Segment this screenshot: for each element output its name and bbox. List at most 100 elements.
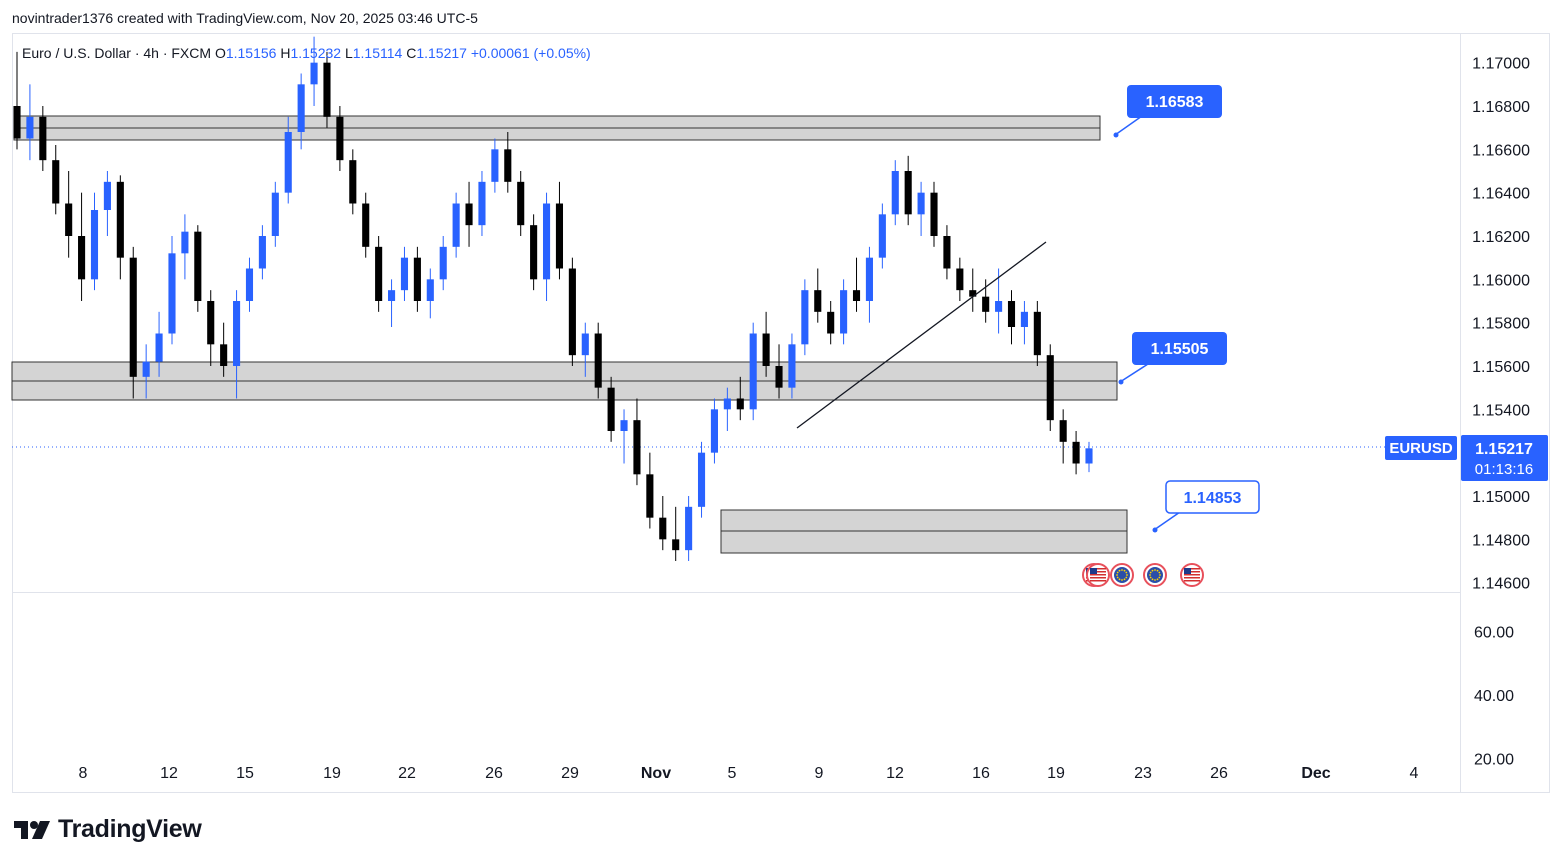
candle[interactable]	[258, 225, 266, 280]
candle[interactable]	[271, 181, 279, 247]
price-axis[interactable]: 1.17000 1.16800 1.16600 1.16400 1.16200 1.160…	[1472, 56, 1530, 593]
candle[interactable]	[26, 84, 34, 161]
candle-body	[1046, 355, 1054, 421]
candle[interactable]	[530, 214, 538, 291]
candle[interactable]	[478, 171, 486, 236]
candle[interactable]	[90, 192, 99, 291]
candle[interactable]	[646, 452, 654, 529]
candle[interactable]	[375, 236, 383, 312]
trendline[interactable]	[796, 241, 1047, 429]
symbol-legend[interactable]: Euro / U.S. Dollar · 4h · FXCM O1.15156 …	[22, 45, 591, 61]
candle[interactable]	[594, 322, 602, 399]
candle[interactable]	[749, 322, 757, 421]
candle[interactable]	[168, 236, 176, 345]
candle[interactable]	[852, 257, 861, 312]
candle[interactable]	[917, 181, 925, 236]
candle[interactable]	[39, 106, 47, 171]
candle[interactable]	[1085, 441, 1093, 473]
candle[interactable]	[297, 73, 305, 150]
callout-2[interactable]: 1.15505	[1118, 332, 1228, 385]
candle[interactable]	[181, 214, 189, 280]
chart-frame	[12, 33, 1550, 793]
us-flag-icon[interactable]	[1086, 563, 1110, 587]
candle[interactable]	[1033, 301, 1041, 366]
candle[interactable]	[620, 409, 628, 464]
candle[interactable]	[52, 145, 60, 215]
candle[interactable]	[207, 290, 215, 366]
candle[interactable]	[245, 257, 254, 312]
candle[interactable]	[1059, 409, 1067, 464]
candle[interactable]	[723, 387, 731, 431]
candle[interactable]	[865, 246, 873, 323]
candle[interactable]	[1007, 290, 1016, 345]
candle[interactable]	[1020, 301, 1028, 345]
candle[interactable]	[220, 322, 228, 377]
candle[interactable]	[504, 132, 512, 193]
candle[interactable]	[452, 192, 460, 258]
candle[interactable]	[840, 279, 848, 345]
candle[interactable]	[762, 311, 770, 377]
candle[interactable]	[65, 171, 73, 258]
candle[interactable]	[78, 192, 86, 301]
candle[interactable]	[491, 138, 499, 193]
candle[interactable]	[336, 106, 344, 171]
callout-3[interactable]: 1.14853	[1152, 480, 1260, 533]
candle[interactable]	[426, 268, 434, 319]
candle[interactable]	[827, 301, 835, 345]
candle[interactable]	[672, 506, 680, 561]
indicator-axis[interactable]: 60.00 40.00 20.00	[1474, 625, 1514, 769]
candle[interactable]	[659, 496, 667, 551]
candle[interactable]	[542, 192, 551, 301]
candle[interactable]	[736, 376, 744, 421]
candle[interactable]	[814, 268, 822, 323]
candle[interactable]	[956, 257, 964, 301]
candle[interactable]	[633, 398, 641, 486]
candle[interactable]	[878, 203, 886, 269]
candle[interactable]	[362, 192, 370, 258]
candle[interactable]	[194, 225, 202, 312]
candle[interactable]	[284, 116, 292, 204]
candle[interactable]	[349, 149, 357, 215]
candle[interactable]	[555, 181, 564, 280]
candle[interactable]	[943, 225, 951, 280]
candle[interactable]	[439, 236, 447, 291]
candle[interactable]	[801, 279, 809, 356]
chart-credit: novintrader1376 created with TradingView…	[12, 10, 478, 26]
candle[interactable]	[775, 344, 783, 399]
candle[interactable]	[103, 171, 111, 236]
candle[interactable]	[129, 246, 137, 399]
candle[interactable]	[891, 160, 899, 226]
candle[interactable]	[568, 257, 576, 366]
candle[interactable]	[697, 441, 706, 518]
candle[interactable]	[323, 51, 331, 128]
candle[interactable]	[310, 36, 318, 106]
candle[interactable]	[788, 333, 796, 399]
candle[interactable]	[995, 268, 1003, 334]
candle[interactable]	[388, 279, 396, 327]
candle[interactable]	[400, 246, 409, 301]
eu-flag-icon[interactable]	[1110, 563, 1134, 587]
eu-flag-icon[interactable]	[1143, 563, 1167, 587]
candle[interactable]	[155, 311, 163, 377]
candle[interactable]	[116, 175, 124, 280]
candle[interactable]	[581, 322, 589, 377]
candle[interactable]	[930, 181, 938, 247]
callout-1[interactable]: 1.16583	[1113, 85, 1223, 138]
candle[interactable]	[142, 344, 150, 399]
candle[interactable]	[1072, 431, 1080, 475]
candle[interactable]	[710, 398, 718, 464]
tradingview-logo[interactable]: TradingView	[14, 815, 202, 844]
candle[interactable]	[413, 246, 421, 312]
candle[interactable]	[685, 496, 693, 561]
candle[interactable]	[904, 155, 912, 226]
candle[interactable]	[13, 51, 21, 150]
candle[interactable]	[465, 181, 473, 247]
time-axis[interactable]: 8 12 15 19 22 26 29 Nov 5 9 12 16 19 23 26 Dec 4	[79, 765, 1419, 782]
candle[interactable]	[233, 290, 241, 399]
us-flag-icon[interactable]	[1180, 563, 1204, 587]
candle[interactable]	[1046, 344, 1054, 431]
candle[interactable]	[517, 171, 525, 236]
candle[interactable]	[607, 376, 615, 442]
candle[interactable]	[969, 268, 977, 312]
